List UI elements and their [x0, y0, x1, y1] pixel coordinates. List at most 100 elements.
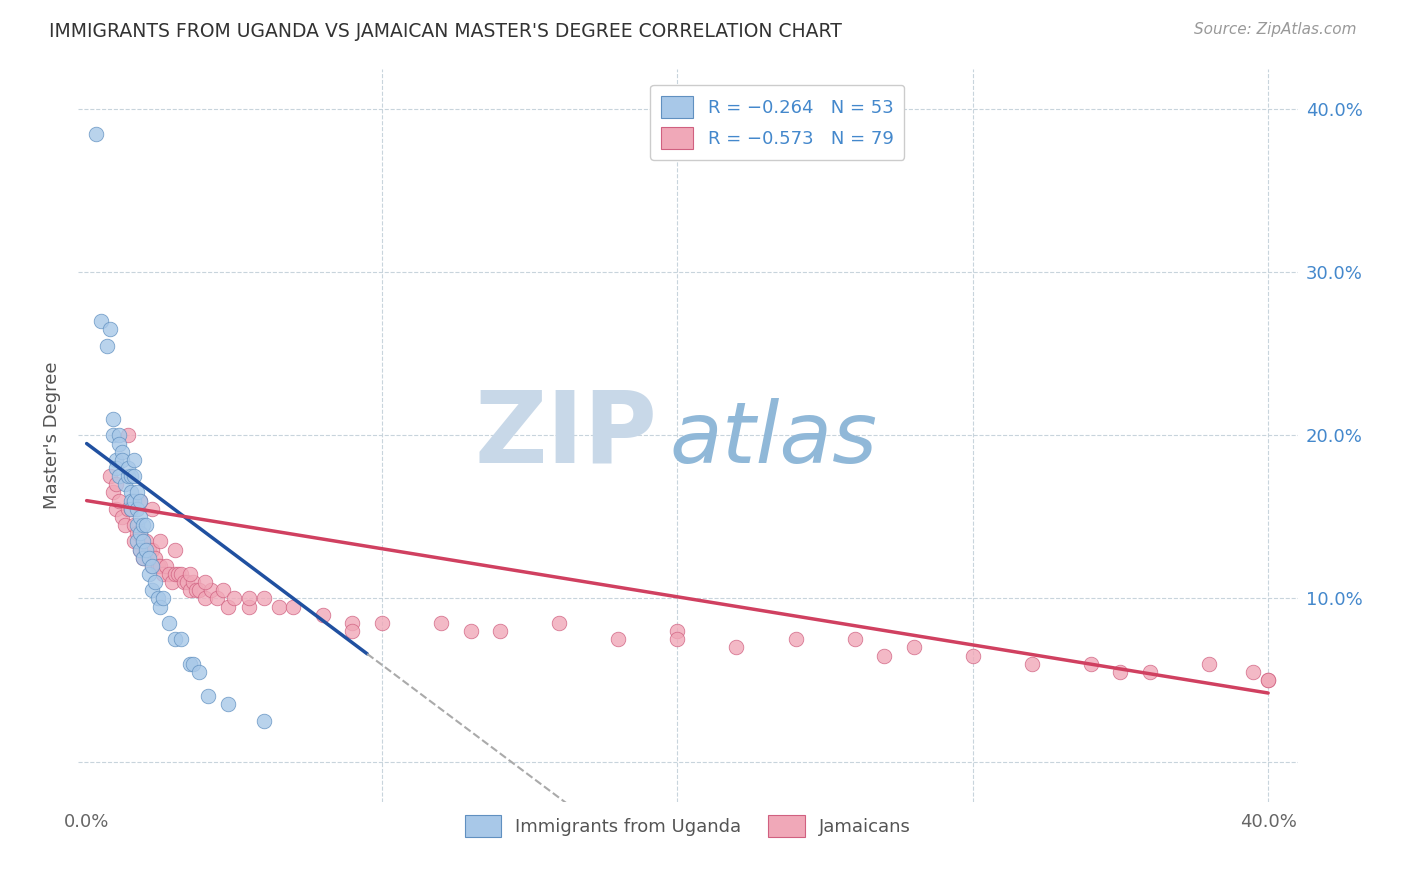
Point — [125, 485, 148, 500]
Text: ZIP: ZIP — [474, 387, 657, 483]
Point — [217, 698, 239, 712]
Point — [283, 599, 305, 614]
Point — [371, 615, 394, 630]
Point — [132, 534, 155, 549]
Point — [105, 501, 128, 516]
Point — [125, 518, 148, 533]
Point — [460, 624, 482, 638]
Legend: Immigrants from Uganda, Jamaicans: Immigrants from Uganda, Jamaicans — [457, 808, 918, 845]
Point — [128, 510, 150, 524]
Point — [197, 690, 219, 704]
Point — [489, 624, 512, 638]
Point — [238, 599, 260, 614]
Point — [122, 453, 145, 467]
Point — [105, 453, 128, 467]
Point — [120, 501, 142, 516]
Point — [903, 640, 925, 655]
Point — [844, 632, 866, 647]
Point — [267, 599, 290, 614]
Point — [179, 657, 201, 671]
Point — [84, 127, 107, 141]
Point — [217, 599, 239, 614]
Point — [105, 461, 128, 475]
Point — [108, 428, 131, 442]
Point — [167, 566, 190, 581]
Point — [120, 493, 142, 508]
Point — [122, 534, 145, 549]
Point — [187, 583, 209, 598]
Point — [1021, 657, 1043, 671]
Point — [149, 534, 172, 549]
Point — [138, 550, 160, 565]
Point — [170, 632, 193, 647]
Point — [138, 542, 160, 557]
Point — [152, 591, 174, 606]
Point — [120, 501, 142, 516]
Point — [173, 575, 195, 590]
Point — [1257, 673, 1279, 687]
Text: IMMIGRANTS FROM UGANDA VS JAMAICAN MASTER'S DEGREE CORRELATION CHART: IMMIGRANTS FROM UGANDA VS JAMAICAN MASTE… — [49, 22, 842, 41]
Point — [181, 657, 204, 671]
Point — [132, 534, 155, 549]
Point — [125, 501, 148, 516]
Point — [105, 477, 128, 491]
Point — [103, 485, 125, 500]
Point — [162, 575, 184, 590]
Point — [103, 428, 125, 442]
Point — [607, 632, 630, 647]
Point — [132, 550, 155, 565]
Point — [135, 534, 157, 549]
Point — [103, 412, 125, 426]
Point — [125, 534, 148, 549]
Text: Source: ZipAtlas.com: Source: ZipAtlas.com — [1194, 22, 1357, 37]
Point — [157, 615, 180, 630]
Point — [125, 526, 148, 541]
Point — [128, 493, 150, 508]
Point — [132, 518, 155, 533]
Point — [143, 550, 166, 565]
Point — [785, 632, 807, 647]
Point — [111, 510, 134, 524]
Point — [120, 485, 142, 500]
Point — [141, 558, 163, 573]
Point — [181, 575, 204, 590]
Point — [211, 583, 233, 598]
Point — [548, 615, 571, 630]
Point — [1080, 657, 1102, 671]
Point — [128, 542, 150, 557]
Point — [430, 615, 453, 630]
Point — [108, 436, 131, 450]
Point — [98, 469, 121, 483]
Point — [165, 542, 187, 557]
Point — [141, 583, 163, 598]
Point — [342, 615, 364, 630]
Point — [176, 575, 198, 590]
Point — [149, 599, 172, 614]
Point — [132, 550, 155, 565]
Point — [96, 339, 118, 353]
Point — [1198, 657, 1220, 671]
Point — [90, 314, 112, 328]
Point — [108, 469, 131, 483]
Point — [141, 501, 163, 516]
Point — [205, 591, 228, 606]
Point — [120, 469, 142, 483]
Text: atlas: atlas — [669, 398, 877, 481]
Point — [165, 632, 187, 647]
Point — [152, 566, 174, 581]
Point — [114, 477, 136, 491]
Point — [666, 624, 689, 638]
Point — [194, 575, 217, 590]
Point — [155, 558, 177, 573]
Point — [141, 542, 163, 557]
Point — [117, 501, 139, 516]
Point — [122, 518, 145, 533]
Point — [1241, 665, 1264, 679]
Point — [1257, 673, 1279, 687]
Point — [135, 518, 157, 533]
Point — [146, 591, 169, 606]
Point — [312, 607, 335, 622]
Point — [1139, 665, 1161, 679]
Point — [873, 648, 896, 663]
Point — [184, 583, 207, 598]
